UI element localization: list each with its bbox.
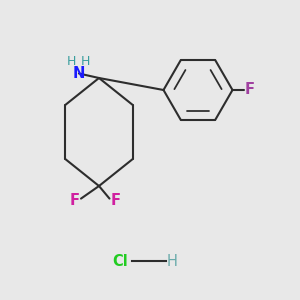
- Text: H: H: [167, 254, 178, 268]
- Text: Cl: Cl: [112, 254, 128, 268]
- Text: F: F: [111, 194, 121, 208]
- Text: N: N: [73, 66, 85, 81]
- Text: H: H: [66, 55, 76, 68]
- Text: H: H: [81, 55, 90, 68]
- Text: F: F: [69, 194, 80, 208]
- Text: F: F: [245, 82, 255, 98]
